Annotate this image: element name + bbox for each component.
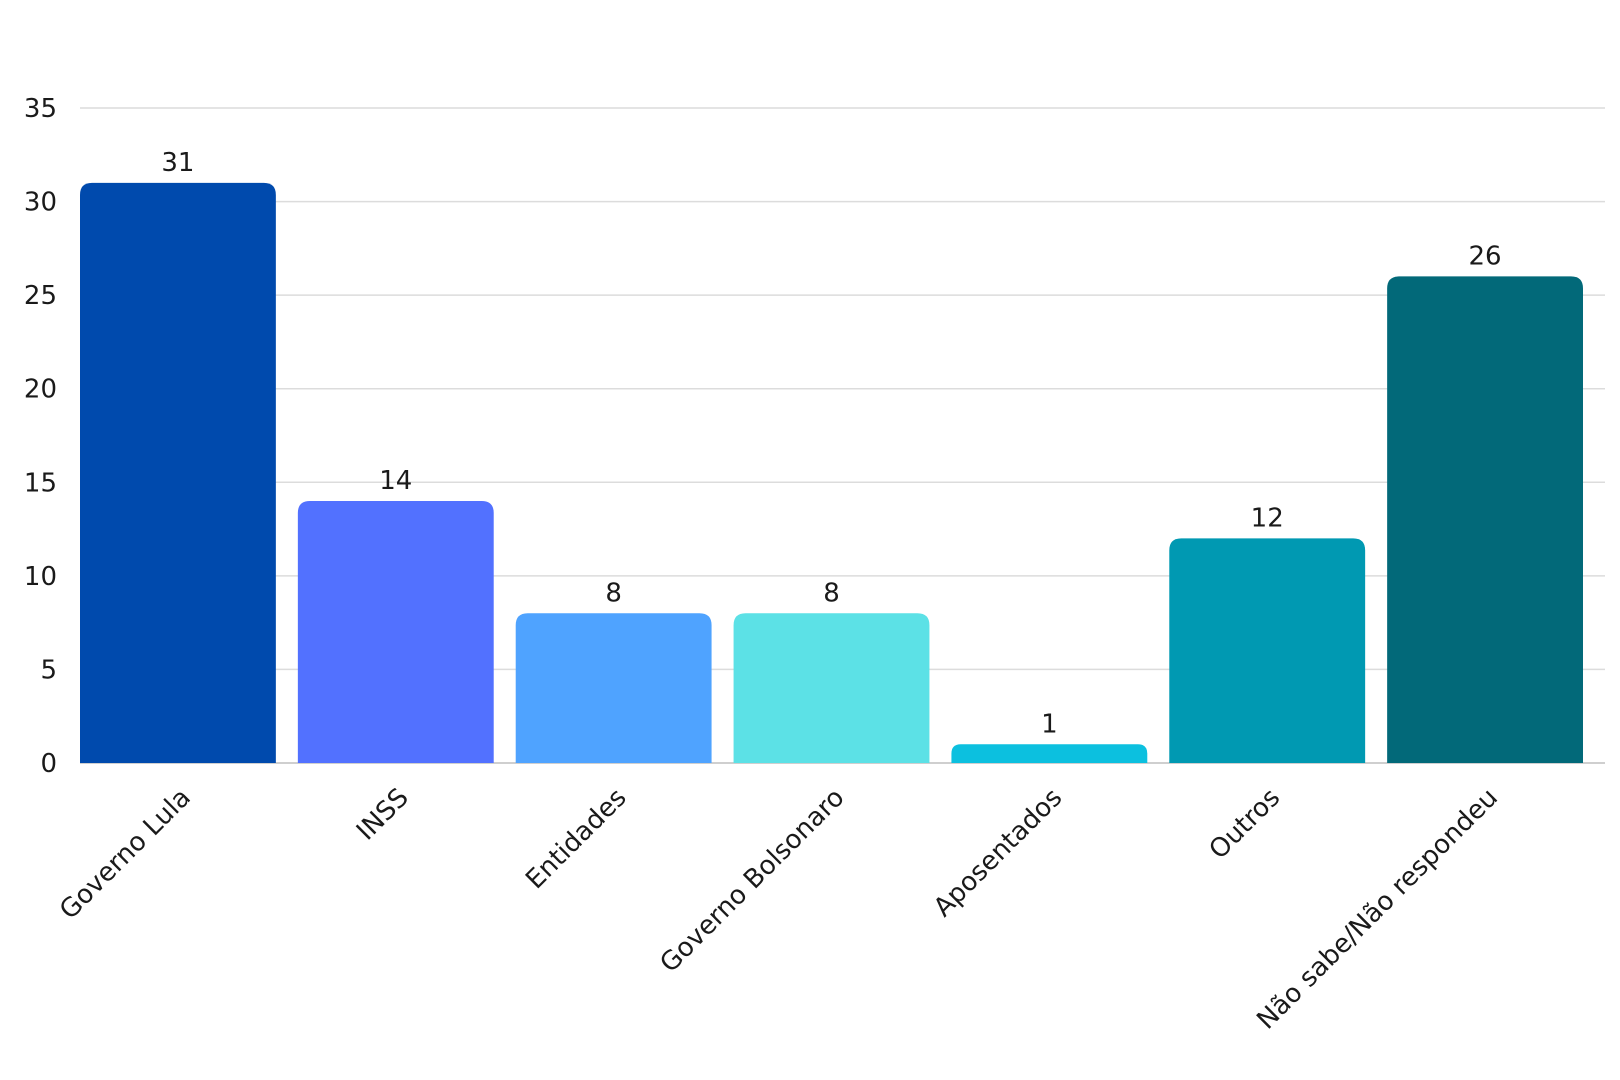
y-tick-label: 5 xyxy=(40,655,57,685)
bar-3 xyxy=(516,613,712,763)
bars xyxy=(80,183,1583,763)
bar-2 xyxy=(298,501,494,763)
bar-5 xyxy=(951,744,1147,763)
category-label: Entidades xyxy=(520,783,632,895)
data-label: 8 xyxy=(823,578,840,608)
data-label: 14 xyxy=(379,466,412,496)
bar-7 xyxy=(1387,276,1583,763)
y-tick-label: 35 xyxy=(24,94,57,124)
y-axis-ticks: 0 5 10 15 20 25 30 35 xyxy=(24,94,57,779)
y-tick-label: 20 xyxy=(24,375,57,405)
category-label: Outros xyxy=(1204,783,1287,866)
category-label: Governo Lula xyxy=(54,783,197,926)
bar-1 xyxy=(80,183,276,763)
data-label: 1 xyxy=(1041,709,1058,739)
y-tick-label: 30 xyxy=(24,188,57,218)
y-tick-label: 0 xyxy=(40,749,57,779)
bar-6 xyxy=(1169,538,1365,763)
y-tick-label: 10 xyxy=(24,562,57,592)
data-label: 8 xyxy=(605,578,622,608)
data-label: 12 xyxy=(1251,503,1284,533)
category-label: INSS xyxy=(351,783,415,847)
data-label: 31 xyxy=(161,148,194,178)
data-label: 26 xyxy=(1469,241,1502,271)
category-label: Não sabe/Não respondeu xyxy=(1251,783,1504,1036)
category-label: Aposentados xyxy=(928,783,1068,923)
category-label: Governo Bolsonaro xyxy=(654,783,850,979)
bar-4 xyxy=(734,613,930,763)
y-tick-label: 25 xyxy=(24,281,57,311)
y-tick-label: 15 xyxy=(24,468,57,498)
category-labels: Governo Lula INSS Entidades Governo Bolsona… xyxy=(54,783,1504,1036)
